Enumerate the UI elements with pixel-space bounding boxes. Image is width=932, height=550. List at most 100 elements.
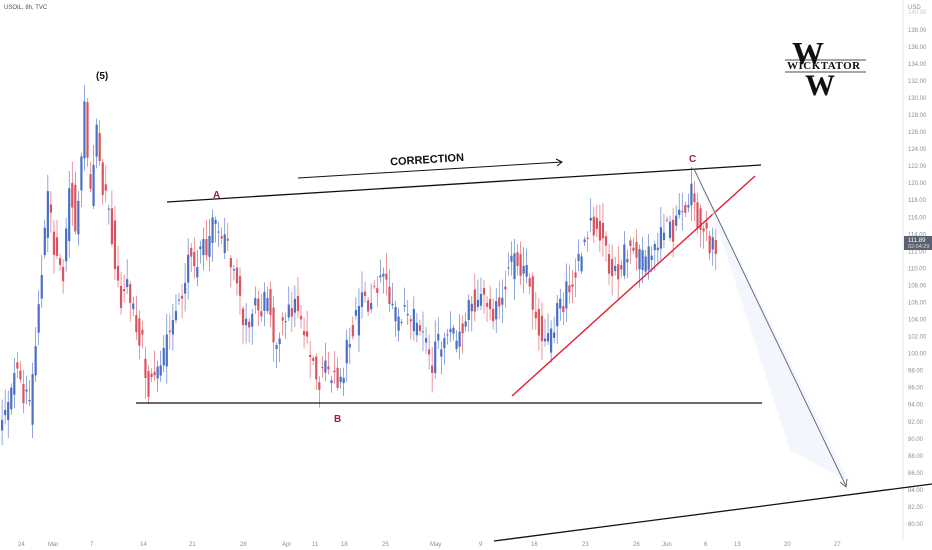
rising-trendline[interactable] (511, 175, 756, 397)
candle-body (510, 255, 513, 262)
candle-body (220, 236, 223, 239)
time-tick: 14 (140, 542, 147, 548)
candle-body (397, 316, 400, 331)
candle-body (193, 251, 196, 267)
logo-bottom-w-icon: W (805, 69, 835, 102)
candle-body (1, 420, 4, 431)
candle-body (519, 254, 522, 276)
price-tick: 136.00 (908, 45, 927, 51)
candle-body (238, 276, 242, 296)
candle-body (467, 299, 470, 321)
candle-body (595, 217, 598, 229)
candle-body (324, 360, 327, 373)
projection-arrow-head (839, 478, 848, 488)
candle-body (269, 289, 272, 316)
candle-body (260, 311, 263, 317)
candle-body (601, 222, 605, 239)
candle-body (354, 310, 357, 316)
price-tick-top-partial: 140.00 (908, 10, 927, 16)
time-tick: 25 (382, 542, 389, 548)
candle-body (690, 183, 693, 206)
candle-body (376, 288, 379, 293)
candle-body (571, 284, 574, 287)
candle-body (205, 239, 208, 256)
candle-body (577, 253, 580, 262)
candle-body (266, 297, 269, 312)
price-tick: 86.00 (908, 471, 924, 477)
candle-body (62, 266, 65, 282)
price-tick: 80.00 (908, 522, 924, 528)
time-tick: 6 (704, 542, 708, 548)
candle-body (40, 275, 43, 299)
candle-body (52, 231, 56, 255)
candle-body (421, 331, 425, 333)
candle-body (684, 204, 687, 213)
price-tick: 96.00 (908, 386, 924, 392)
candle-body (623, 244, 626, 276)
candle-body (394, 306, 397, 322)
candle-body (95, 124, 98, 157)
candle-body (129, 284, 132, 303)
candle-body (562, 306, 565, 312)
price-tick: 104.00 (908, 318, 927, 324)
candle-body (46, 191, 49, 238)
candle-body (92, 164, 95, 206)
candle-body (113, 220, 117, 270)
candle-body (598, 220, 601, 241)
candle-body (281, 317, 284, 321)
candle-body (705, 222, 708, 229)
candle-body (71, 182, 74, 208)
candle-body (650, 255, 653, 260)
candle-body (86, 102, 89, 158)
correction-arrow-line[interactable] (297, 161, 563, 179)
candle-body (553, 332, 556, 338)
candle-body (360, 292, 364, 307)
price-tick: 118.00 (908, 198, 927, 204)
candle-body (302, 331, 306, 336)
candle-body (214, 220, 217, 224)
candle-body (74, 184, 77, 232)
candle-body (556, 302, 559, 327)
candle-body (156, 366, 159, 379)
candle-body (714, 240, 717, 255)
candle-body (647, 246, 650, 270)
projection-arrow-line[interactable] (693, 168, 847, 487)
price-tick: 106.00 (908, 300, 927, 306)
candle-body (492, 308, 495, 322)
logo-top-w-icon: W (792, 35, 824, 71)
time-tick: May (430, 542, 441, 548)
candle-body (583, 239, 586, 243)
candle-body (153, 371, 156, 376)
wave-c-label: C (689, 154, 696, 165)
candle-body (229, 258, 232, 268)
candle-body (309, 354, 312, 358)
candle-body (43, 227, 46, 256)
candle-body (165, 334, 168, 367)
candle-body (299, 316, 303, 320)
last-price-value: 111.89 (908, 238, 926, 244)
candle-body (80, 156, 83, 191)
candle-body (351, 325, 354, 337)
time-tick: 26 (633, 542, 640, 548)
candle-body (104, 184, 107, 191)
candle-body (607, 253, 611, 274)
candle-body (400, 321, 403, 323)
candle-body (174, 310, 178, 321)
time-tick: 13 (734, 542, 741, 548)
target-support-line[interactable] (493, 483, 932, 542)
candle-body (150, 373, 153, 378)
candle-body (162, 347, 165, 366)
last-price-badge (904, 236, 932, 250)
time-ticks: 24 Mar 7 14 21 28 Apr 11 18 25 May 9 16 23 26 Jun 6 13 20 2… (18, 542, 841, 548)
candle-body (431, 365, 434, 374)
candle-body (644, 256, 647, 272)
price-ticks: 80.00 82.00 84.00 86.00 88.00 90.00 92.00 94.00… (908, 28, 927, 528)
candle-body (65, 228, 68, 262)
candle-body (278, 338, 281, 345)
candle-body (711, 237, 714, 250)
candle-body (406, 313, 409, 316)
price-tick: 82.00 (908, 505, 924, 511)
channel-upper-line[interactable] (166, 164, 762, 203)
candle-body (391, 303, 394, 306)
